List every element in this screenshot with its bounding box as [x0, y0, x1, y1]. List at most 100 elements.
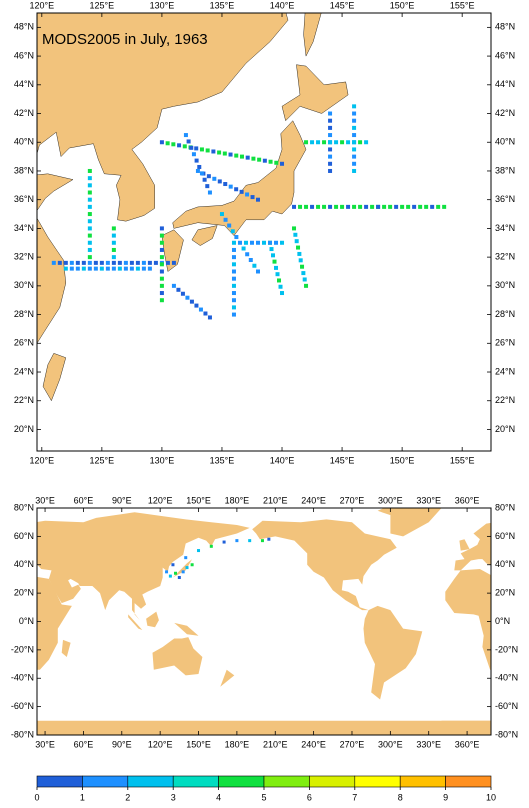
obs-cell [376, 204, 381, 209]
landmass [128, 614, 143, 630]
obs-cell [328, 154, 333, 159]
obs-cell [231, 298, 236, 303]
obs-cell [334, 204, 339, 209]
x-tick-label: 155°E [450, 455, 475, 465]
obs-cell [334, 140, 339, 145]
landmass [445, 569, 491, 670]
obs-cell [358, 140, 363, 145]
obs-cell [424, 204, 429, 209]
x-tick-label: 210°E [263, 739, 288, 749]
obs-cell [75, 266, 80, 271]
colorbar-segment [263, 775, 310, 788]
obs-cell [300, 264, 305, 269]
landmass [161, 229, 184, 272]
x-tick-label: 240°E [301, 739, 326, 749]
x-tick-label: 90°E [112, 495, 132, 505]
obs-cell [117, 260, 122, 265]
obs-cell [304, 204, 309, 209]
obs-cell [171, 563, 175, 567]
obs-cell [268, 159, 273, 164]
obs-cell [159, 240, 164, 245]
x-tick-label: 120°E [148, 739, 173, 749]
landmass [37, 13, 289, 222]
landmass [37, 720, 491, 735]
x-tick-label: 150°E [390, 455, 415, 465]
obs-cell [211, 149, 216, 154]
obs-cell [111, 247, 116, 252]
x-tick-label: 120°E [148, 495, 173, 505]
obs-cell [87, 183, 92, 188]
y-tick-label: 44°N [495, 79, 515, 89]
obs-cell [177, 143, 182, 148]
colorbar-label: 4 [216, 792, 221, 802]
y-tick-label: 48°N [495, 22, 515, 32]
obs-cell [294, 239, 299, 244]
landmass [37, 173, 74, 344]
obs-cell [199, 171, 204, 176]
obs-cell [165, 141, 170, 146]
colorbar-segment [82, 775, 129, 788]
x-tick-label: 140°E [270, 455, 295, 465]
obs-cell [255, 240, 260, 245]
y-tick-label: 28°N [495, 309, 515, 319]
y-tick-label: 40°N [14, 137, 34, 147]
obs-cell [352, 154, 357, 159]
obs-cell [436, 204, 441, 209]
obs-cell [176, 287, 181, 292]
obs-cell [328, 204, 333, 209]
colorbar-segment [127, 775, 174, 788]
obs-cell [293, 232, 298, 237]
obs-cell [222, 151, 227, 156]
colorbar-label: 9 [443, 792, 448, 802]
obs-cell [203, 311, 208, 316]
colorbar-label: 8 [398, 792, 403, 802]
obs-cell [239, 189, 244, 194]
y-tick-label: 42°N [14, 108, 34, 118]
obs-cell [159, 276, 164, 281]
obs-cell [181, 570, 185, 574]
y-tick-label: 44°N [14, 79, 34, 89]
obs-cell [159, 298, 164, 303]
obs-cell [141, 260, 146, 265]
y-tick-label: -20°N [495, 644, 518, 654]
obs-cell [87, 240, 92, 245]
obs-cell [165, 260, 170, 265]
obs-cell [278, 284, 283, 289]
obs-cell [260, 539, 264, 543]
y-tick-label: 28°N [14, 309, 34, 319]
landmass [37, 512, 250, 621]
x-tick-label: 360°E [455, 495, 480, 505]
obs-cell [269, 247, 274, 252]
y-tick-label: 32°N [14, 252, 34, 262]
colorbar-label: 5 [261, 792, 266, 802]
y-tick-label: 24°N [14, 366, 34, 376]
obs-cell [174, 571, 178, 575]
x-tick-label: 130°E [150, 0, 175, 10]
y-tick-label: 26°N [495, 338, 515, 348]
obs-cell [252, 263, 257, 268]
y-tick-label: 46°N [495, 50, 515, 60]
y-tick-label: 34°N [495, 223, 515, 233]
obs-cell [280, 291, 285, 296]
obs-cell [274, 160, 279, 165]
obs-cell [322, 140, 327, 145]
obs-cell [159, 269, 164, 274]
obs-cell [231, 269, 236, 274]
colorbar-segment [399, 775, 446, 788]
obs-cell [231, 312, 236, 317]
obs-cell [205, 184, 210, 189]
obs-cell [237, 240, 242, 245]
obs-cell [228, 152, 233, 157]
obs-cell [316, 140, 321, 145]
obs-cell [292, 204, 297, 209]
obs-cell [310, 140, 315, 145]
obs-cell [207, 315, 212, 320]
obs-cell [159, 233, 164, 238]
y-tick-label: -40°N [495, 673, 518, 683]
obs-cell [87, 176, 92, 181]
x-tick-label: 135°E [210, 455, 235, 465]
obs-cell [358, 204, 363, 209]
obs-cell [182, 144, 187, 149]
colorbar-segment [218, 775, 265, 788]
y-tick-label: 0°N [19, 616, 34, 626]
